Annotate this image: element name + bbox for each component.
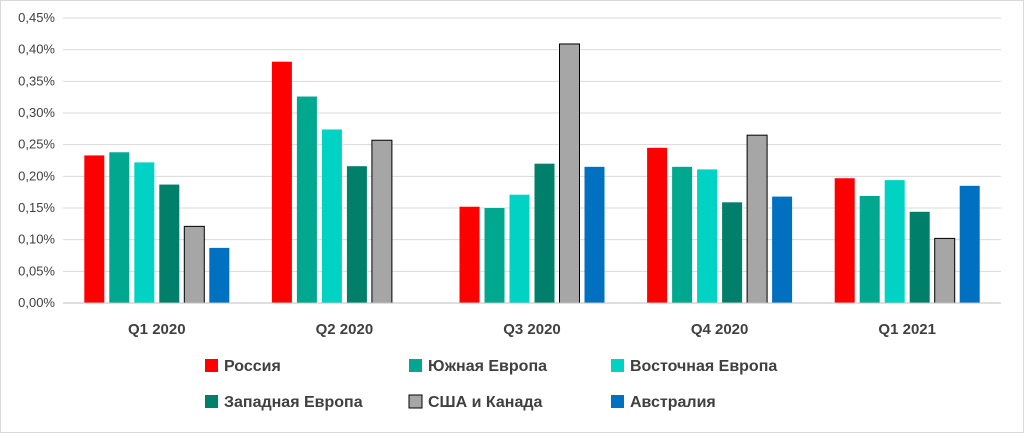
bar (484, 208, 505, 303)
x-axis-category-labels: Q1 2020 Q2 2020 Q3 2020 Q4 2020 Q1 2021 (128, 321, 936, 338)
legend-swatch (205, 359, 218, 372)
bar (84, 155, 105, 303)
bar (346, 166, 367, 303)
bar (697, 169, 718, 303)
y-tick-label: 0,45% (18, 10, 55, 25)
legend-swatch (409, 359, 422, 372)
y-tick-label: 0,35% (18, 73, 55, 88)
bar (459, 206, 480, 303)
legend-swatch (408, 394, 423, 409)
y-axis-tick-labels: 0,00% 0,05% 0,10% 0,15% 0,20% 0,25% 0,30% 0,35%… (18, 10, 55, 310)
legend-label: Восточная Европа (630, 358, 777, 375)
legend-swatch (611, 359, 624, 372)
x-category-label: Q1 2021 (878, 321, 936, 338)
legend-swatch (205, 395, 218, 408)
y-tick-label: 0,20% (18, 168, 55, 183)
legend-label: Южная Европа (428, 358, 547, 375)
bar (772, 196, 793, 303)
bar (296, 96, 317, 304)
bar (934, 237, 956, 304)
bar (509, 194, 530, 303)
bar (159, 184, 180, 303)
bar (722, 202, 743, 303)
bar (109, 152, 130, 303)
bar (183, 225, 205, 304)
legend-label: Австралия (630, 394, 716, 411)
bar (209, 247, 230, 303)
y-tick-label: 0,05% (18, 263, 55, 278)
x-category-label: Q1 2020 (128, 321, 186, 338)
legend-label: Западная Европа (224, 394, 363, 411)
bars (84, 43, 980, 304)
bar (859, 195, 880, 303)
bar (672, 166, 693, 303)
legend-label: Россия (224, 358, 281, 375)
legend: Россия Южная Европа Восточная Европа Западн… (205, 358, 777, 411)
bar (746, 134, 768, 304)
y-tick-label: 0,30% (18, 105, 55, 120)
bar (321, 129, 342, 303)
bar (534, 163, 555, 303)
x-category-label: Q3 2020 (503, 321, 561, 338)
bar (959, 185, 980, 303)
bar (584, 166, 605, 303)
bar (884, 180, 905, 303)
bar (909, 211, 930, 303)
bar (559, 43, 580, 304)
x-category-label: Q4 2020 (691, 321, 749, 338)
bar (647, 147, 668, 303)
gridlines (63, 17, 1001, 272)
legend-swatch (611, 395, 624, 408)
x-category-label: Q2 2020 (316, 321, 374, 338)
y-tick-label: 0,40% (18, 42, 55, 57)
bar (834, 178, 855, 303)
y-tick-label: 0,10% (18, 232, 55, 247)
bar (371, 139, 393, 304)
y-tick-label: 0,25% (18, 137, 55, 152)
bar (271, 61, 292, 304)
bar (134, 162, 155, 303)
y-tick-label: 0,00% (18, 295, 55, 310)
legend-label: США и Канада (428, 394, 542, 411)
y-tick-label: 0,15% (18, 200, 55, 215)
